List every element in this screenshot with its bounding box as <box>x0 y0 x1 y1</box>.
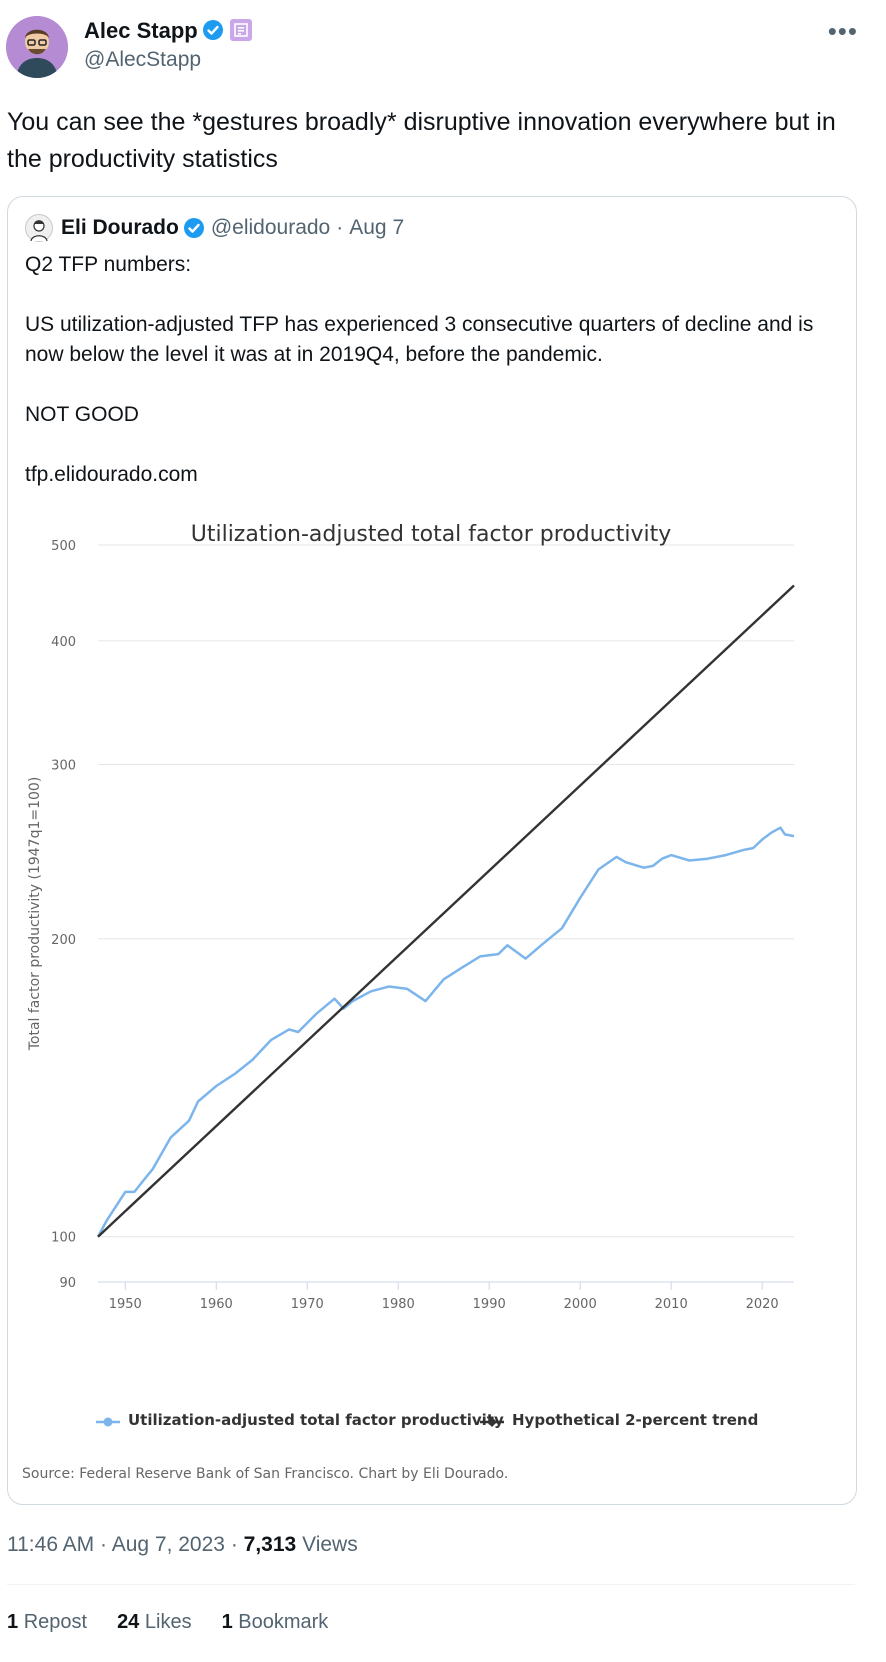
x-tick-label: 1960 <box>200 1297 233 1312</box>
legend-item-trend[interactable]: Hypothetical 2-percent trend <box>480 1411 758 1429</box>
more-icon[interactable]: ••• <box>827 16 858 46</box>
quote-author-name[interactable]: Eli Dourado <box>61 216 179 239</box>
x-tick-label: 1950 <box>109 1297 142 1312</box>
tweet-time[interactable]: 11:46 AM <box>7 1533 95 1556</box>
y-tick-label: 400 <box>51 635 76 650</box>
y-tick-label: 90 <box>59 1276 76 1291</box>
likes-count: 24 <box>117 1611 140 1633</box>
likes-stat[interactable]: 24 Likes <box>117 1611 192 1634</box>
affiliate-badge-icon[interactable] <box>229 19 252 41</box>
bookmarks-count: 1 <box>221 1611 233 1633</box>
reposts-count: 1 <box>7 1611 19 1633</box>
x-tick-label: 1990 <box>473 1297 506 1312</box>
chart-title: Utilization-adjusted total factor produc… <box>190 522 672 547</box>
verified-badge-icon <box>183 218 204 238</box>
legend-label-trend: Hypothetical 2-percent trend <box>512 1411 759 1429</box>
author-avatar[interactable] <box>6 16 68 78</box>
reposts-label: Repost <box>23 1611 88 1633</box>
quote-date[interactable]: Aug 7 <box>349 216 405 239</box>
quote-separator: · <box>336 216 344 239</box>
tweet-meta: 11:46 AM · Aug 7, 2023 · 7,313 Views <box>7 1533 358 1557</box>
y-tick-label: 200 <box>51 933 76 948</box>
views-count: 7,313 <box>243 1533 297 1556</box>
quote-text: Q2 TFP numbers: US utilization-adjusted … <box>25 253 814 486</box>
quote-header: Eli Dourado @elidourado · Aug 7 <box>25 214 404 242</box>
bookmarks-label: Bookmark <box>238 1611 329 1633</box>
y-tick-label: 300 <box>51 759 76 774</box>
y-tick-label: 500 <box>51 539 76 554</box>
likes-label: Likes <box>144 1611 192 1633</box>
author-name[interactable]: Alec Stapp <box>84 18 198 43</box>
chart[interactable]: 90 100 200 300 400 500 1950 1960 1970 1980 1990 200… <box>8 510 854 1500</box>
x-tick-label: 2000 <box>564 1297 597 1312</box>
divider <box>7 1584 855 1585</box>
meta-dot: · <box>230 1533 238 1556</box>
x-tick-label: 2010 <box>655 1297 688 1312</box>
x-tick-label: 1970 <box>291 1297 324 1312</box>
trend-series-line <box>97 584 795 1238</box>
quote-avatar[interactable] <box>25 214 53 242</box>
y-axis-label: Total factor productivity (1947q1=100) <box>27 777 43 1052</box>
x-tick-label: 1980 <box>382 1297 415 1312</box>
meta-dot: · <box>100 1533 108 1556</box>
legend-item-tfp[interactable]: Utilization-adjusted total factor produc… <box>96 1411 504 1429</box>
tfp-series-line <box>96 826 795 1238</box>
author-name-row[interactable]: Alec Stapp <box>84 18 252 44</box>
chart-svg: 90 100 200 300 400 500 1950 1960 1970 1980 1990 200… <box>27 539 795 1312</box>
quote-author-handle[interactable]: @elidourado <box>210 216 331 239</box>
y-tick-label: 100 <box>51 1231 76 1246</box>
x-tick-label: 2020 <box>746 1297 779 1312</box>
views-label: Views <box>302 1533 358 1556</box>
reposts-stat[interactable]: 1 Repost <box>7 1611 87 1634</box>
chart-source: Source: Federal Reserve Bank of San Fran… <box>22 1466 509 1482</box>
legend-label-tfp: Utilization-adjusted total factor produc… <box>128 1411 504 1429</box>
verified-badge-icon <box>202 20 223 40</box>
bookmarks-stat[interactable]: 1 Bookmark <box>222 1611 329 1634</box>
tweet-text: You can see the *gestures broadly* disru… <box>7 108 836 173</box>
tweet-date[interactable]: Aug 7, 2023 <box>111 1533 225 1556</box>
author-handle[interactable]: @AlecStapp <box>84 48 202 71</box>
quote-tweet-card[interactable] <box>7 196 857 1505</box>
engagement-stats: 1 Repost 24 Likes 1 Bookmark <box>7 1611 328 1634</box>
